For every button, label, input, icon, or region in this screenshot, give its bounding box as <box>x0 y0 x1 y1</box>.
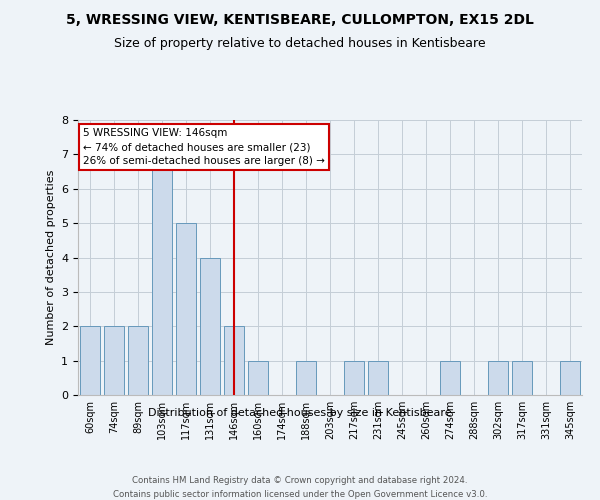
Bar <box>488 360 508 395</box>
Bar <box>440 360 460 395</box>
Bar <box>152 154 172 395</box>
Bar <box>104 326 124 395</box>
Bar <box>344 360 364 395</box>
Text: Distribution of detached houses by size in Kentisbeare: Distribution of detached houses by size … <box>148 408 452 418</box>
Bar <box>560 360 580 395</box>
Bar <box>200 258 220 395</box>
Text: 5 WRESSING VIEW: 146sqm
← 74% of detached houses are smaller (23)
26% of semi-de: 5 WRESSING VIEW: 146sqm ← 74% of detache… <box>83 128 325 166</box>
Text: Contains HM Land Registry data © Crown copyright and database right 2024.: Contains HM Land Registry data © Crown c… <box>132 476 468 485</box>
Bar <box>80 326 100 395</box>
Bar <box>248 360 268 395</box>
Y-axis label: Number of detached properties: Number of detached properties <box>46 170 56 345</box>
Bar <box>368 360 388 395</box>
Bar <box>224 326 244 395</box>
Bar <box>296 360 316 395</box>
Text: Contains public sector information licensed under the Open Government Licence v3: Contains public sector information licen… <box>113 490 487 499</box>
Text: Size of property relative to detached houses in Kentisbeare: Size of property relative to detached ho… <box>114 38 486 51</box>
Bar <box>128 326 148 395</box>
Text: 5, WRESSING VIEW, KENTISBEARE, CULLOMPTON, EX15 2DL: 5, WRESSING VIEW, KENTISBEARE, CULLOMPTO… <box>66 12 534 26</box>
Bar <box>512 360 532 395</box>
Bar <box>176 223 196 395</box>
